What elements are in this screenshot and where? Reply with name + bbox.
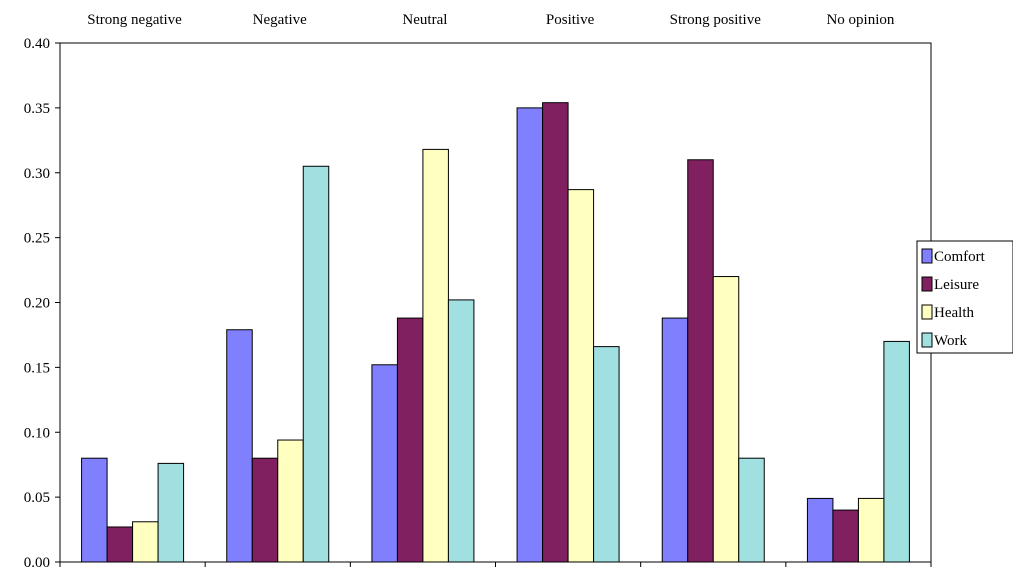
bar-health [712, 276, 740, 563]
legend: Comfort Leisure Health Work [916, 240, 1013, 354]
bar-leisure [542, 102, 569, 563]
y-tick-label: 0.00 [24, 555, 50, 567]
bar-health [567, 189, 595, 563]
y-tick-label: 0.35 [24, 101, 50, 117]
category-label: Strong positive [670, 12, 762, 28]
bars [81, 102, 910, 563]
y-axis: 0.00 0.05 0.10 0.15 0.20 0.25 0.30 0.35 0.40 [24, 36, 60, 567]
category-labels: Strong negative Negative Neutral Positive St… [59, 12, 932, 567]
bar-leisure [106, 526, 134, 563]
bar-work [738, 457, 765, 563]
bar-comfort [371, 364, 398, 563]
category-label: Strong negative [87, 12, 182, 28]
bar-work [883, 340, 910, 563]
legend-label: Leisure [934, 277, 979, 293]
bar-comfort [226, 329, 253, 563]
bar-health [857, 497, 885, 563]
bar-leisure [687, 159, 714, 563]
bar-comfort [516, 107, 544, 563]
y-tick-label: 0.20 [24, 296, 50, 312]
legend-label: Comfort [934, 249, 986, 265]
y-tick-label: 0.25 [24, 231, 50, 247]
y-tick-label: 0.30 [24, 166, 50, 182]
category-label: No opinion [826, 12, 894, 28]
category-label: Positive [546, 12, 595, 28]
legend-swatch [921, 276, 933, 292]
legend-box [916, 240, 1013, 354]
y-tick-label: 0.15 [24, 360, 50, 376]
y-tick-label: 0.10 [24, 425, 50, 441]
plot-area [59, 42, 932, 563]
bar-comfort [661, 317, 689, 563]
bar-health [277, 439, 304, 563]
legend-swatch [921, 304, 933, 320]
category-label: Negative [253, 12, 307, 28]
y-tick-label: 0.05 [24, 490, 50, 506]
bar-leisure [251, 457, 279, 563]
bar-comfort [81, 457, 108, 563]
bar-work [593, 346, 620, 563]
legend-label: Health [934, 305, 974, 321]
legend-swatch [921, 332, 933, 348]
bar-health [132, 521, 159, 563]
bar-work [302, 165, 330, 563]
bar-comfort [806, 497, 834, 563]
bar-work [157, 462, 185, 563]
bar-leisure [832, 509, 859, 563]
legend-label: Work [934, 333, 967, 349]
category-label: Neutral [402, 12, 447, 28]
bar-work [447, 299, 475, 563]
bar-health [422, 148, 449, 563]
y-tick-label: 0.40 [24, 36, 50, 52]
legend-swatch [921, 248, 933, 264]
bar-leisure [396, 317, 424, 563]
